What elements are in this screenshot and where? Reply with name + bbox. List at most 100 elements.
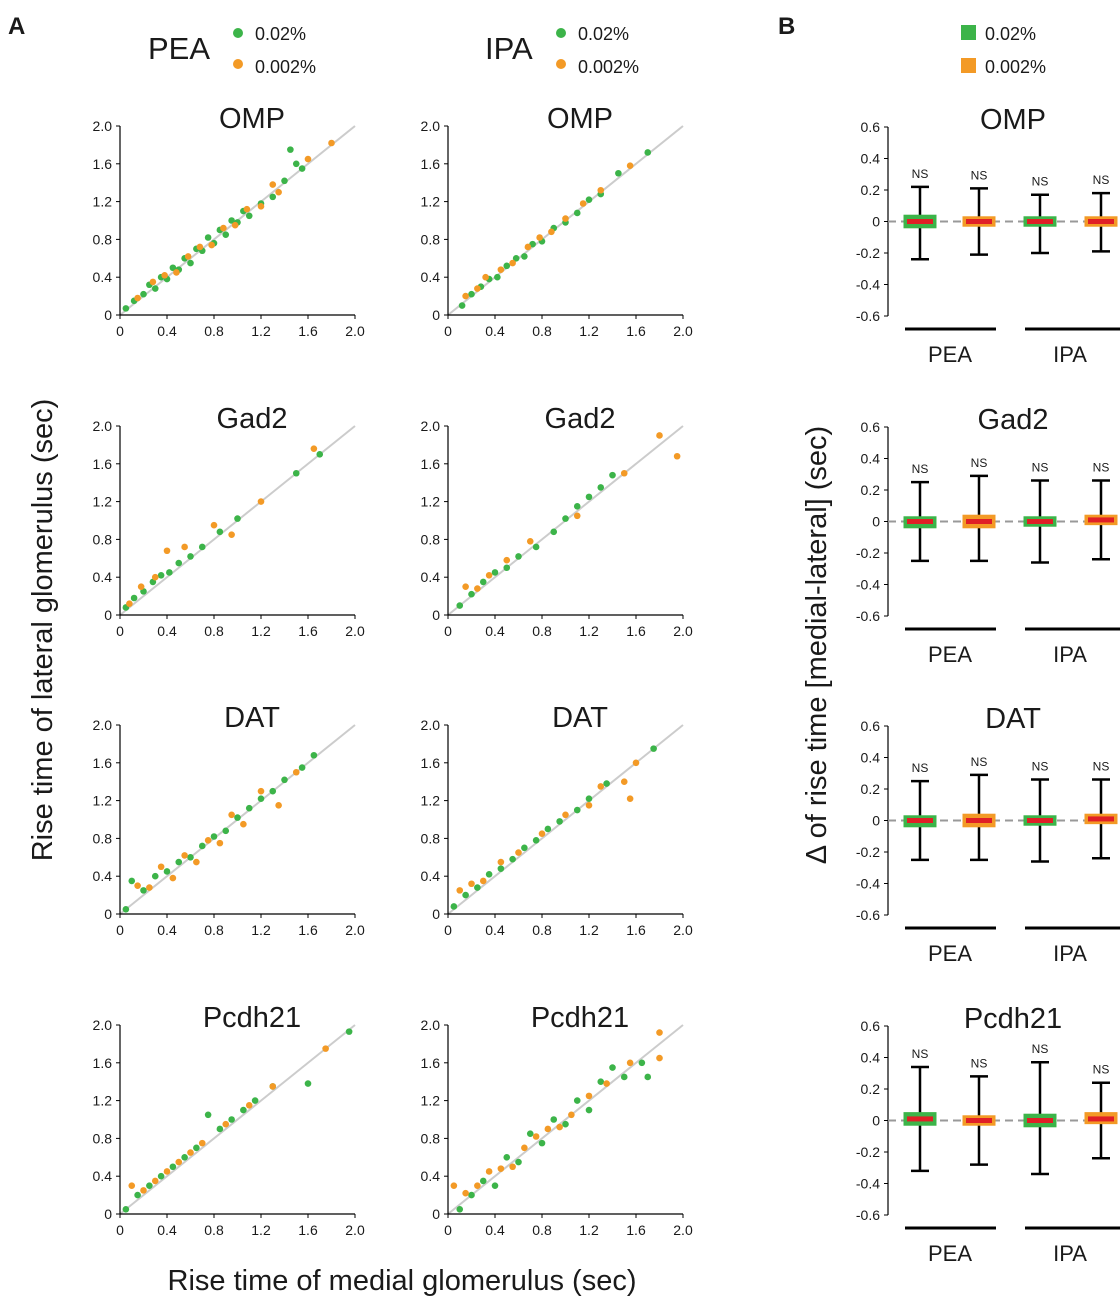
y-tick-label: -0.2 [856,1144,880,1160]
median-bar [1088,816,1114,822]
y-tick-label: 1.6 [421,156,441,172]
data-point-0-02- [532,543,540,551]
data-point-0-002- [187,1149,194,1156]
x-tick-label: 0.4 [157,922,177,938]
data-point-0-02- [485,871,493,878]
data-point-0-002- [468,880,475,888]
box-pea-0-02-: NS [903,761,937,862]
data-point-0-02- [187,854,194,861]
scatter-title: Gad2 [545,403,616,435]
data-point-0-02- [130,594,138,602]
data-point-0-02- [521,844,528,852]
data-point-0-02- [345,1028,353,1035]
y-tick-label: 1.2 [93,793,113,809]
data-point-0-002- [536,234,543,241]
legend-label-0-02-pea: 0.02% [255,24,306,44]
data-point-0-002- [157,863,165,871]
box-ipa-0-02-: NS [1023,1042,1057,1176]
data-point-0-002- [456,887,464,894]
x-tick-label: 2.0 [345,623,365,639]
data-point-0-002- [163,547,171,555]
y-tick-label: 0.8 [421,531,441,547]
y-tick-label: 1.2 [93,194,113,210]
data-point-0-02- [515,1158,522,1166]
x-tick-label: 0.8 [204,323,224,339]
data-point-0-002- [322,1045,329,1052]
data-point-0-02- [479,1177,487,1185]
data-point-0-02- [310,751,318,759]
x-tick-label: 1.6 [298,623,318,639]
data-point-0-02- [216,1125,224,1133]
box-ipa-0-002-: NS [1084,173,1118,253]
x-tick-label: 0 [116,922,124,938]
median-bar [1088,1116,1114,1122]
x-tick-label: 0.8 [204,623,224,639]
data-point-0-02- [316,451,324,458]
x-tick-label: 1.2 [251,1222,271,1238]
y-tick-label: 0 [432,607,440,623]
data-point-0-002- [240,820,247,828]
median-bar [907,818,933,823]
data-point-0-002- [573,512,581,520]
data-point-0-02- [134,1191,141,1199]
data-point-0-002- [228,531,235,538]
box-y-axis-label: Δ of rise time [medial-lateral] (sec) [801,426,833,864]
data-point-0-002- [126,600,133,607]
y-tick-label: 0.8 [93,1130,113,1146]
data-point-0-02- [497,865,505,872]
group-label-pea: PEA [928,342,972,367]
y-tick-label: 1.6 [421,456,441,472]
data-point-0-02- [222,827,230,835]
box-ipa-0-02-: NS [1023,175,1057,255]
data-point-0-002- [146,884,153,891]
data-point-0-02- [644,1073,652,1081]
significance-label: NS [1032,175,1049,189]
y-tick-label: 0.6 [861,119,881,135]
data-point-0-002- [620,469,628,477]
figure-static-labels: A B PEA 0.02% 0.002% IPA 0.02% 0.002% 0.… [8,13,1046,1297]
data-point-0-02- [509,855,516,863]
boxplot-dat: 0.6 0.4 0.2 0 -0.2 -0.4 -0.6 DAT PEA IPA NS NS NS NS [856,703,1120,966]
data-point-0-02- [169,1163,177,1171]
data-point-0-02- [456,1205,464,1213]
scatter-omp-pea: 0 0.4 0.8 1.2 1.6 2.0 0 0.4 0.8 1.2 1.6 2.0 OMP [93,103,365,339]
data-point-0-002- [196,243,204,251]
data-point-0-02- [562,1120,569,1128]
data-point-0-002- [134,882,141,889]
data-point-0-02- [638,1059,646,1067]
y-tick-label: 2.0 [93,1017,113,1033]
data-point-0-02- [585,493,593,501]
data-point-0-02- [503,262,511,270]
data-point-0-02- [450,903,458,910]
significance-label: NS [971,755,988,769]
data-point-0-002- [521,1144,528,1152]
data-point-0-02- [650,745,657,752]
data-point-0-002- [450,1182,458,1189]
data-point-0-02- [562,515,569,522]
data-point-0-002- [275,802,282,809]
y-tick-label: 0 [432,1206,440,1222]
legend-swatch-0-002-b [961,58,976,73]
data-point-0-02- [550,528,558,536]
data-point-0-02- [240,1106,247,1114]
data-point-0-02- [216,528,224,536]
data-point-0-002- [269,1083,277,1090]
data-point-0-002- [269,181,277,188]
x-tick-label: 1.6 [298,922,318,938]
data-point-0-02- [456,602,464,609]
data-point-0-02- [128,877,136,885]
data-point-0-02- [556,818,563,825]
data-point-0-02- [140,887,147,894]
data-point-0-002- [220,224,227,232]
data-point-0-02- [573,503,581,510]
data-point-0-02- [573,209,581,217]
data-point-0-002- [474,585,481,592]
x-tick-label: 0.8 [532,1222,552,1238]
data-point-0-02- [585,1106,593,1114]
data-point-0-02- [210,833,218,840]
median-bar [1027,219,1053,224]
legend-label-0-002-b: 0.002% [985,57,1046,77]
significance-label: NS [971,456,988,470]
data-point-0-02- [204,234,212,241]
scatter-pcdh21-ipa: 0 0.4 0.8 1.2 1.6 2.0 0 0.4 0.8 1.2 1.6 2.0 Pcdh21 [421,1002,693,1238]
